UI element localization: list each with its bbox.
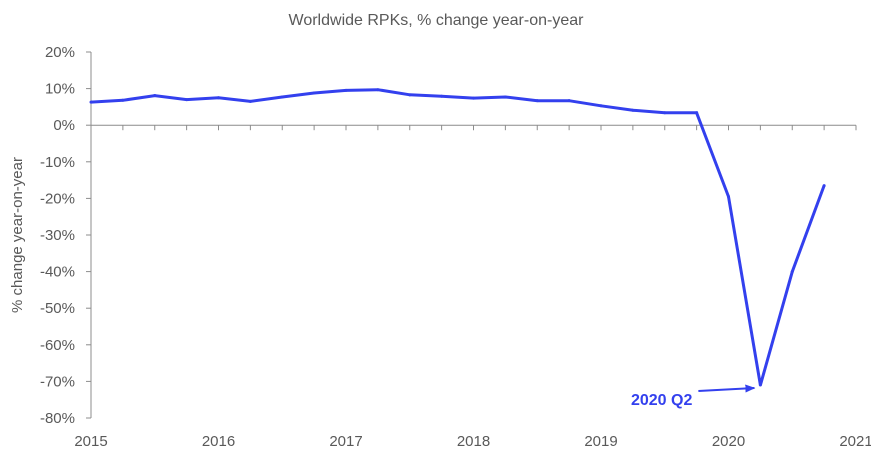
y-tick-label: -20% [40,190,75,207]
x-tick-label: 2021 [839,433,871,450]
data-point [153,94,157,98]
x-tick-label: 2015 [74,433,107,450]
x-tick-label: 2020 [712,433,745,450]
y-tick-label: -10% [40,154,75,171]
y-tick-label: -80% [40,410,75,427]
data-point [695,111,699,115]
data-point [440,94,444,98]
data-point [89,100,93,104]
x-axis: 2015 2016 2017 2018 2019 2020 2021 [74,124,871,450]
y-axis-title: % change year-on-year [9,157,26,313]
data-point [503,95,507,99]
y-tick-label: -50% [40,300,75,317]
x-tick-label: 2017 [329,433,362,450]
annotation-label: 2020 Q2 [631,392,692,409]
x-tick-label: 2016 [202,433,235,450]
data-point [217,96,220,100]
data-point [312,91,316,95]
y-tick-label: 10% [45,81,75,98]
annotation-layer: 2020 Q2 [631,384,756,409]
y-axis: 20% 10% 0% -10% -20% -30% -40% -50% -60% -70% -80% [40,44,92,427]
data-point [344,88,348,92]
y-tick-label: -40% [40,264,75,281]
data-point [567,99,571,103]
data-point [376,88,380,92]
annotation-arrow [698,384,756,393]
y-tick-label: -70% [40,373,75,390]
data-point [472,96,475,100]
data-point [248,99,252,103]
series-line [90,88,826,386]
data-point [822,184,826,188]
y-tick-label: 20% [45,44,75,61]
data-point [280,95,284,99]
chart-title: Worldwide RPKs, % change year-on-year [289,12,585,29]
data-point [185,98,189,102]
data-point [121,98,125,102]
data-point [663,111,667,115]
series-layer [89,88,826,387]
data-point [727,195,730,199]
y-tick-label: 0% [53,117,75,134]
x-tick-label: 2019 [584,433,617,450]
data-point [535,99,539,103]
x-tick-label: 2018 [457,433,490,450]
data-point [631,108,635,112]
y-tick-label: -30% [40,227,75,244]
data-point [408,93,412,97]
y-tick-label: -60% [40,337,75,354]
data-point [758,383,762,387]
data-point [599,104,603,108]
data-point [790,270,794,274]
